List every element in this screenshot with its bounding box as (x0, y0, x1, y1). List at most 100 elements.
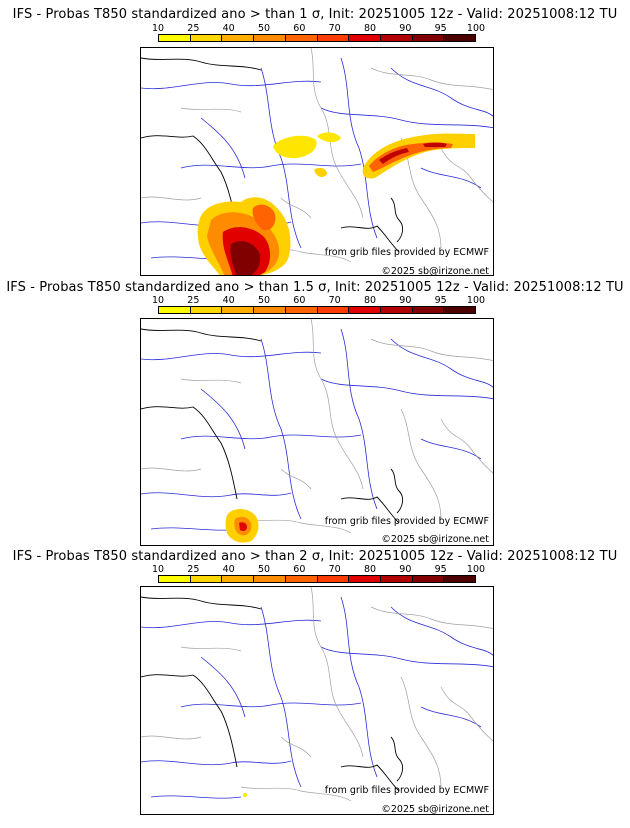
colorbar-label: 95 (434, 295, 447, 306)
colorbar-label: 90 (399, 564, 412, 575)
map-line (320, 646, 493, 668)
map-line (340, 328, 378, 510)
colorbar-segment (222, 35, 255, 41)
colorbar-label: 95 (434, 23, 447, 34)
map-line (260, 338, 302, 520)
colorbar-label: 25 (187, 564, 200, 575)
map-line (280, 468, 312, 490)
colorbar-label: 80 (363, 564, 377, 575)
map-line (260, 606, 302, 788)
map-line (440, 686, 493, 742)
map-line (141, 406, 238, 500)
rivers-layer (141, 596, 493, 799)
map-line (340, 496, 400, 524)
map-line (390, 338, 493, 388)
colorbar-segment (254, 35, 286, 41)
map-title: IFS - Probas T850 standardized ano > tha… (6, 280, 624, 295)
map-line (200, 388, 246, 450)
map-line (440, 147, 493, 203)
colorbar-label: 100 (466, 564, 486, 575)
panel-1-5sigma: IFS - Probas T850 standardized ano > tha… (0, 276, 630, 546)
colorbar-segment (444, 307, 476, 313)
map-line (390, 197, 404, 243)
map-line (420, 706, 482, 728)
colorbar-segment (380, 307, 413, 313)
map-line (200, 656, 246, 718)
map-line (440, 418, 493, 474)
colorbar-segment (222, 576, 255, 582)
colorbar-label: 60 (293, 295, 306, 306)
map-line (141, 57, 262, 71)
map-line (280, 736, 312, 758)
colorbar-segment (159, 307, 191, 313)
map-line (320, 107, 493, 129)
colorbar-segment (317, 307, 350, 313)
borders-layer (141, 587, 493, 802)
map-line (400, 408, 442, 520)
map-line (141, 760, 292, 766)
colorbar-label: 60 (293, 23, 306, 34)
map-line (370, 338, 493, 361)
map-line (370, 67, 493, 90)
credit-source: from grib files provided by ECMWF (324, 516, 489, 527)
probability-layer (197, 132, 475, 275)
map-line (240, 518, 352, 534)
colorbar-label: 70 (328, 564, 341, 575)
map-line (180, 163, 362, 169)
map-canvas (141, 587, 493, 802)
colorbar-label: 50 (257, 295, 271, 306)
map-line (240, 786, 352, 802)
probability-layer (243, 793, 247, 797)
map-line (340, 596, 378, 778)
coastline-layer (141, 57, 404, 253)
map-line (280, 197, 312, 219)
map-line (180, 107, 242, 113)
map-line (180, 702, 362, 708)
colorbar-label: 80 (363, 23, 377, 34)
map-line (180, 378, 242, 384)
map-line (180, 434, 362, 440)
map-area: from grib files provided by ECMWF ©2025 … (140, 47, 494, 276)
colorbar (158, 34, 476, 42)
colorbar-label: 70 (328, 295, 341, 306)
colorbar-label: 90 (399, 295, 412, 306)
rivers-layer (141, 57, 493, 260)
prob-area-low (273, 135, 317, 159)
map-line (141, 467, 202, 472)
colorbar-segment (380, 576, 413, 582)
map-line (141, 735, 202, 740)
map-line (340, 225, 400, 253)
map-line (310, 587, 364, 758)
colorbar-label: 10 (151, 295, 165, 306)
map-line (340, 764, 400, 792)
map-line (340, 57, 378, 239)
colorbar-segment (349, 307, 381, 313)
prob-area-low (243, 793, 247, 797)
map-line (390, 606, 493, 656)
map-line (370, 606, 493, 629)
map-line (320, 378, 493, 400)
colorbar-label: 100 (466, 295, 486, 306)
probability-layer (225, 509, 259, 543)
colorbar-label: 10 (151, 23, 165, 34)
panel-1sigma: IFS - Probas T850 standardized ano > tha… (0, 0, 630, 276)
prob-area-southwest (230, 241, 261, 275)
colorbar-labels: 10 25 40 50 60 70 80 90 95 100 (152, 564, 485, 575)
map-line (310, 48, 364, 219)
colorbar-labels: 10 25 40 50 60 70 80 90 95 100 (152, 295, 485, 306)
map-line (141, 674, 238, 768)
prob-area-low (314, 167, 327, 177)
map-area: from grib files provided by ECMWF ©2025 … (140, 318, 494, 546)
map-line (260, 67, 302, 249)
colorbar-segment (254, 576, 286, 582)
colorbar (158, 306, 476, 314)
map-line (141, 328, 262, 342)
colorbar-segment (317, 576, 350, 582)
colorbar-segment (285, 35, 318, 41)
colorbar-label: 50 (257, 23, 271, 34)
colorbar-labels: 10 25 40 50 60 70 80 90 95 100 (152, 23, 485, 34)
credit-copyright: ©2025 sb@irizone.net (381, 534, 489, 545)
prob-area-alps (423, 142, 447, 147)
colorbar-segment (190, 576, 223, 582)
borders-layer (141, 48, 493, 263)
